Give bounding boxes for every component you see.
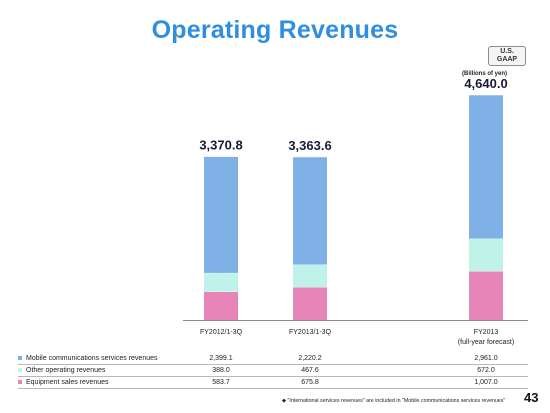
bar-shade-2-2: [469, 271, 503, 320]
row-label-other: Other operating revenues: [26, 366, 106, 374]
revenue-chart: 3,370.8 FY2012/1-3Q 3,363.6 FY2013/1-3Q 4,64…: [183, 76, 528, 346]
bar-shade-0-2: [469, 95, 503, 239]
bar-shade-0-0: [204, 156, 238, 273]
row-label-mobile: Mobile communications services revenues: [26, 354, 158, 362]
gaap-badge-line1: U.S.: [500, 48, 514, 55]
row-divider: [18, 388, 528, 389]
bar-shade-2-1: [293, 287, 327, 320]
cell-other-0: 388.0: [212, 366, 230, 374]
bar-shade-1-2: [469, 238, 503, 272]
cell-mobile-2: 2,961.0: [474, 354, 498, 362]
bar-shade-1-0: [204, 272, 238, 292]
cell-other-1: 467.6: [301, 366, 319, 374]
total-label-2: 4,640.0: [464, 76, 507, 91]
total-label-0: 3,370.8: [199, 138, 242, 153]
cell-equipment-2: 1,007.0: [474, 378, 498, 386]
legend-swatch-other: [18, 368, 22, 372]
footnote: ◆ "International services revenues" are …: [282, 398, 506, 404]
legend-swatch-mobile: [18, 356, 22, 360]
units-label: (Billions of yen): [462, 71, 507, 77]
row-divider: [18, 364, 528, 365]
bar-shade-0-1: [293, 156, 327, 265]
gaap-badge: U.S. GAAP: [488, 46, 526, 66]
table-row-other: Other operating revenues 388.0 467.6 672.0: [18, 364, 528, 376]
page-title: Operating Revenues: [151, 16, 399, 44]
row-divider: [18, 376, 528, 377]
table-row-mobile: Mobile communications services revenues 2…: [18, 352, 528, 364]
gaap-badge-line2: GAAP: [496, 56, 518, 63]
row-label-equipment: Equipment sales revenues: [26, 378, 109, 386]
cell-equipment-0: 583.7: [212, 378, 230, 386]
category-label-0: FY2012/1-3Q: [200, 329, 243, 336]
cell-other-2: 672.0: [477, 366, 495, 374]
table-row-equipment: Equipment sales revenues 583.7 675.8 1,007.…: [18, 376, 528, 388]
cell-mobile-0: 2,399.1: [209, 354, 233, 362]
page-number: 43: [524, 390, 539, 405]
legend-swatch-equipment: [18, 380, 22, 384]
category-sublabel-2: (full-year forecast): [458, 339, 514, 346]
cell-mobile-1: 2,220.2: [298, 354, 322, 362]
category-label-2: FY2013: [474, 329, 499, 336]
category-label-1: FY2013/1-3Q: [289, 329, 332, 336]
bar-shade-1-1: [293, 264, 327, 288]
cell-equipment-1: 675.8: [301, 378, 319, 386]
bar-shade-2-0: [204, 291, 238, 320]
total-label-1: 3,363.6: [288, 138, 331, 153]
